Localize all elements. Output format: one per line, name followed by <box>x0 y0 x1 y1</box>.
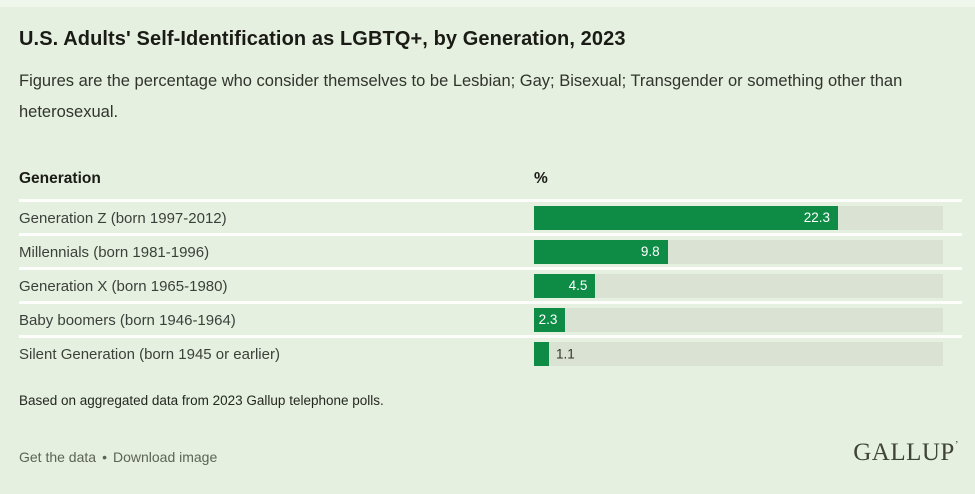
top-highlight <box>0 0 975 7</box>
bar-track: 1.1 <box>534 341 943 366</box>
column-header-percent: % <box>534 170 548 187</box>
table-row: Silent Generation (born 1945 or earlier)… <box>19 335 962 369</box>
bar: 9.8 <box>534 239 668 264</box>
bar-value-label: 4.5 <box>568 277 588 293</box>
column-header-generation: Generation <box>19 170 101 187</box>
table-row: Baby boomers (born 1946-1964) 2.3 <box>19 301 962 335</box>
link-separator: • <box>102 449 107 465</box>
table-row: Generation X (born 1965-1980) 4.5 <box>19 267 962 301</box>
bar-chart: Generation Z (born 1997-2012) 22.3 Millenn… <box>19 199 962 369</box>
generation-label: Baby boomers (born 1946-1964) <box>19 311 236 329</box>
bar-track: 22.3 <box>534 205 943 230</box>
table-row: Millennials (born 1981-1996) 9.8 <box>19 233 962 267</box>
bar: 2.3 <box>534 307 566 332</box>
bar: 4.5 <box>534 273 596 298</box>
generation-label: Generation X (born 1965-1980) <box>19 277 228 295</box>
generation-label: Silent Generation (born 1945 or earlier) <box>19 345 280 363</box>
bar-track: 9.8 <box>534 239 943 264</box>
download-image-link[interactable]: Download image <box>112 449 218 465</box>
footer: Get the data • Download image GALLUP’ <box>19 439 959 466</box>
chart-title: U.S. Adults' Self-Identification as LGBT… <box>19 28 626 50</box>
gallup-logo: GALLUP’ <box>853 439 959 466</box>
table-header: Generation % <box>19 170 962 199</box>
table-row: Generation Z (born 1997-2012) 22.3 <box>19 199 962 233</box>
footer-links: Get the data • Download image <box>19 449 217 465</box>
bar-track: 4.5 <box>534 273 943 298</box>
generation-label: Millennials (born 1981-1996) <box>19 243 210 261</box>
gallup-logo-mark: ’ <box>954 439 959 451</box>
bar <box>534 341 549 366</box>
chart-subtitle: Figures are the percentage who consider … <box>19 72 903 121</box>
bar-value-label: 2.3 <box>538 311 558 327</box>
bar: 22.3 <box>534 205 839 230</box>
bar-value-label: 9.8 <box>640 243 660 259</box>
bar-track: 2.3 <box>534 307 943 332</box>
generation-label: Generation Z (born 1997-2012) <box>19 209 227 227</box>
source-note: Based on aggregated data from 2023 Gallu… <box>19 393 384 408</box>
get-the-data-link[interactable]: Get the data <box>19 449 97 465</box>
bar-value-label: 1.1 <box>555 345 575 361</box>
bar-value-label: 22.3 <box>803 209 831 225</box>
